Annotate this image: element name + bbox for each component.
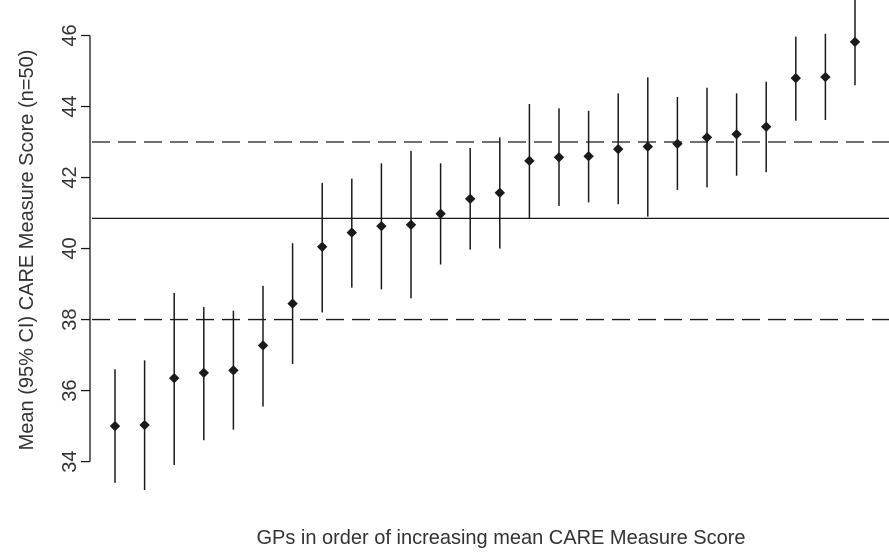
gp-point (198, 307, 209, 441)
y-tick-label: 44 (59, 95, 81, 117)
gp-point (701, 87, 713, 188)
gp-point (317, 182, 328, 313)
mean-marker (317, 241, 328, 252)
mean-marker (109, 420, 121, 432)
mean-marker (287, 298, 298, 309)
gp-point (672, 96, 683, 190)
mean-marker (376, 220, 387, 232)
mean-marker (761, 121, 772, 132)
mean-marker (790, 72, 801, 84)
gp-point (731, 93, 742, 176)
mean-marker (553, 152, 565, 163)
gp-point (790, 36, 801, 121)
y-axis: 34 36 38 40 42 44 46 (59, 24, 91, 473)
y-tick-label: 46 (59, 24, 81, 46)
gp-point (346, 178, 357, 288)
y-tick-label: 34 (59, 450, 81, 472)
mean-marker (642, 141, 653, 152)
mean-marker (849, 36, 861, 48)
gp-point (109, 369, 121, 483)
gp-points (109, 0, 861, 490)
mean-marker (613, 143, 624, 155)
gp-point (435, 163, 446, 265)
mean-marker (198, 367, 209, 379)
gp-point (524, 104, 535, 219)
gp-point (553, 108, 565, 206)
gp-point (494, 137, 505, 249)
reference-lines (92, 141, 889, 321)
y-tick-label: 38 (59, 308, 81, 330)
gp-point (257, 285, 269, 407)
mean-marker (405, 219, 417, 230)
gp-point (139, 360, 150, 490)
mean-marker (494, 187, 505, 199)
gp-point (465, 148, 476, 250)
gp-point (849, 0, 861, 86)
gp-point (228, 310, 239, 430)
mean-marker (820, 71, 831, 83)
mean-marker (228, 365, 239, 376)
gp-point (376, 163, 387, 290)
mean-marker (583, 151, 594, 162)
gp-point (583, 110, 594, 203)
mean-marker (524, 155, 535, 167)
gp-point (405, 150, 417, 299)
gp-point (761, 81, 772, 173)
x-axis-title: GPs in order of increasing mean CARE Mea… (256, 527, 745, 549)
gp-point (287, 243, 298, 364)
mean-marker (672, 138, 683, 150)
mean-marker (169, 372, 180, 384)
y-tick-label: 42 (59, 166, 81, 188)
y-tick-label: 36 (59, 379, 81, 401)
mean-marker (257, 340, 269, 351)
y-tick-label: 40 (59, 237, 81, 259)
gp-point (169, 292, 180, 466)
mean-marker (465, 193, 476, 205)
mean-marker (731, 129, 742, 140)
gp-point (820, 33, 831, 121)
mean-marker (346, 227, 357, 238)
gp-point (642, 77, 653, 217)
mean-marker (701, 132, 713, 143)
mean-marker (139, 419, 150, 431)
mean-marker (435, 208, 446, 219)
y-axis-title: Mean (95% CI) CARE Measure Score (n=50) (16, 50, 38, 451)
gp-point (613, 93, 624, 205)
